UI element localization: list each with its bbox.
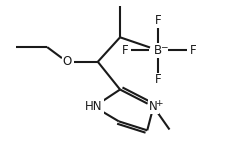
Text: −: − [160, 42, 168, 51]
Text: +: + [155, 99, 162, 108]
Text: F: F [122, 44, 128, 57]
Text: N: N [149, 100, 158, 113]
Text: F: F [190, 44, 196, 57]
Text: F: F [155, 73, 162, 86]
Text: O: O [62, 55, 72, 68]
Text: B: B [154, 44, 162, 57]
Text: HN: HN [85, 100, 103, 113]
Text: F: F [155, 14, 162, 28]
